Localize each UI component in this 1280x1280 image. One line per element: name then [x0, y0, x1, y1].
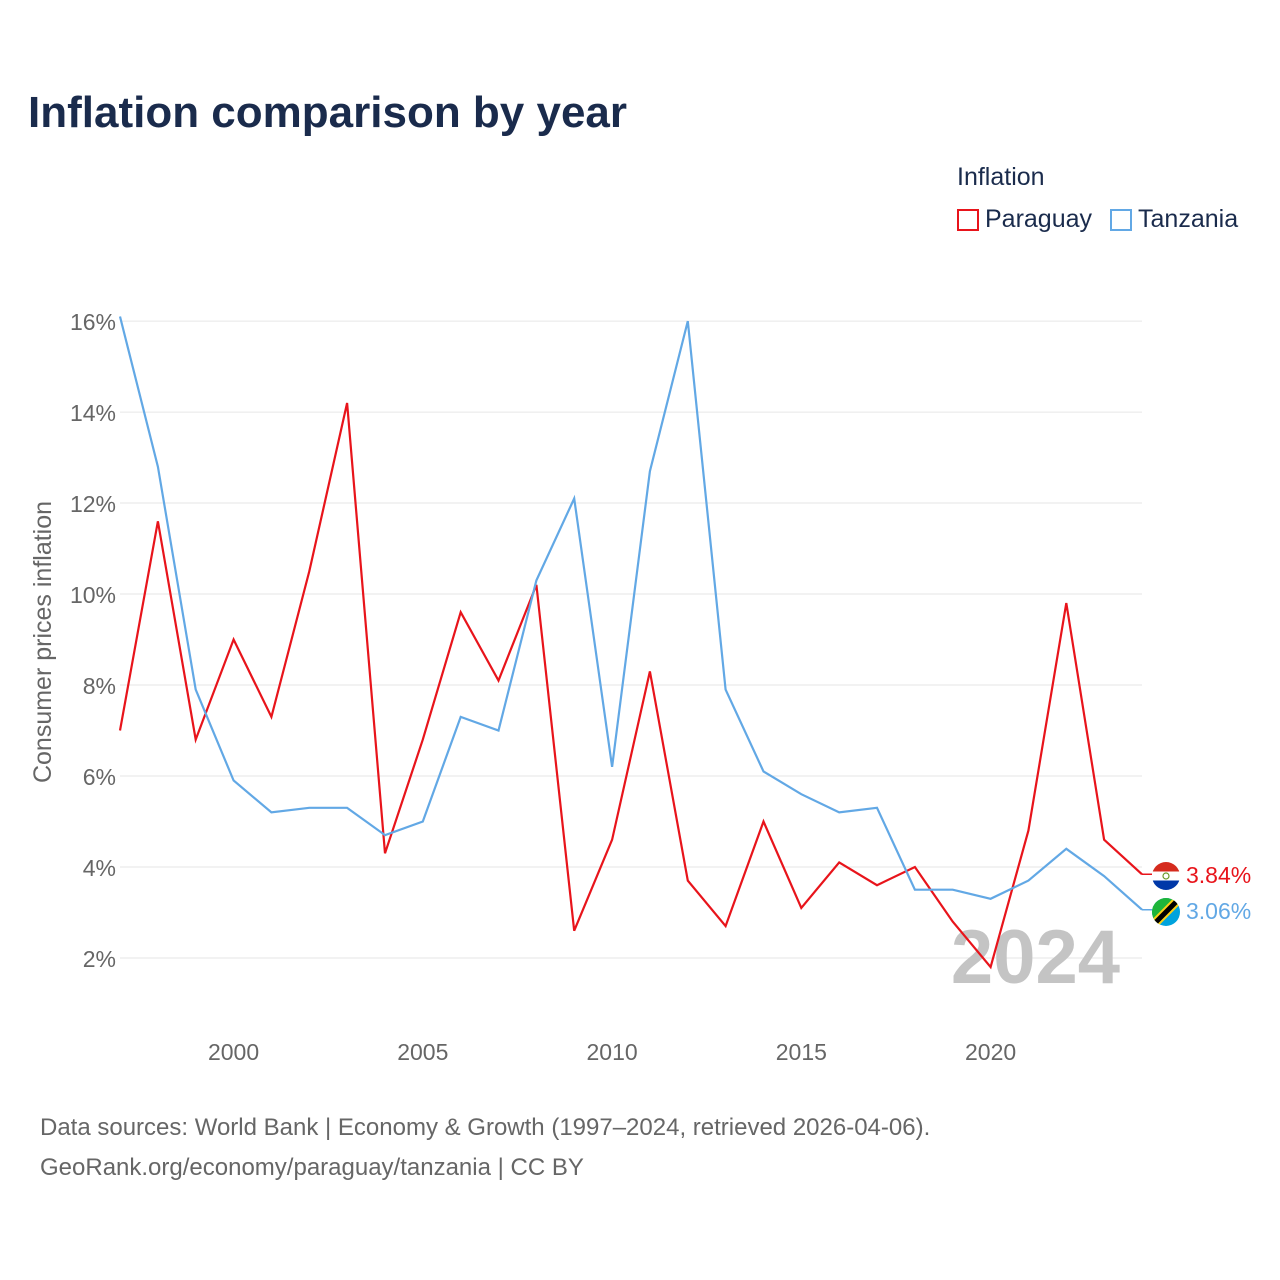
tanzania-flag-icon: [1152, 898, 1180, 926]
footer-sources: Data sources: World Bank | Economy & Gro…: [40, 1114, 931, 1141]
y-tick-label: 4%: [83, 855, 116, 881]
y-axis-label: Consumer prices inflation: [29, 501, 57, 783]
legend-label-paraguay: Paraguay: [985, 205, 1093, 233]
tanzania-end-value: 3.06%: [1186, 898, 1251, 924]
legend-swatch-paraguay: [957, 208, 979, 231]
legend-swatch-tanzania: [1110, 208, 1133, 231]
legend-title: Inflation: [957, 163, 1045, 191]
y-tick-label: 6%: [83, 764, 116, 790]
series-line-paraguay: [118, 402, 1143, 970]
paraguay-end-value: 3.84%: [1186, 862, 1251, 888]
footer: Data sources: World Bank | Economy & Gro…: [40, 1108, 930, 1188]
y-tick-label: 12%: [70, 491, 116, 517]
year-watermark: 2024: [951, 915, 1120, 1000]
series-line-tanzania: [118, 316, 1143, 911]
chart-title: Inflation comparison by year: [28, 88, 628, 137]
x-tick-label: 2000: [208, 1039, 259, 1065]
footer-link[interactable]: GeoRank.org/economy/paraguay/tanzania | …: [40, 1154, 584, 1181]
y-tick-label: 8%: [83, 673, 116, 699]
paraguay-flag-icon: [1152, 862, 1180, 890]
x-tick-label: 2015: [776, 1039, 827, 1065]
x-tick-label: 2005: [397, 1039, 448, 1065]
x-tick-label: 2010: [586, 1039, 637, 1065]
line-chart: 2% 4% 6% 8% 10% 12% 14% 16% 2000 2005 2010 2015 2020…: [29, 309, 1251, 1065]
legend-item-paraguay[interactable]: Paraguay: [957, 205, 1092, 234]
y-tick-label: 14%: [70, 400, 116, 426]
y-tick-label: 16%: [70, 309, 116, 335]
legend: Paraguay Tanzania: [957, 205, 1238, 234]
y-tick-label: 10%: [70, 582, 116, 608]
legend-label-tanzania: Tanzania: [1138, 205, 1239, 233]
y-tick-label: 2%: [83, 946, 116, 972]
legend-item-tanzania[interactable]: Tanzania: [1110, 205, 1238, 234]
x-tick-label: 2020: [965, 1039, 1016, 1065]
